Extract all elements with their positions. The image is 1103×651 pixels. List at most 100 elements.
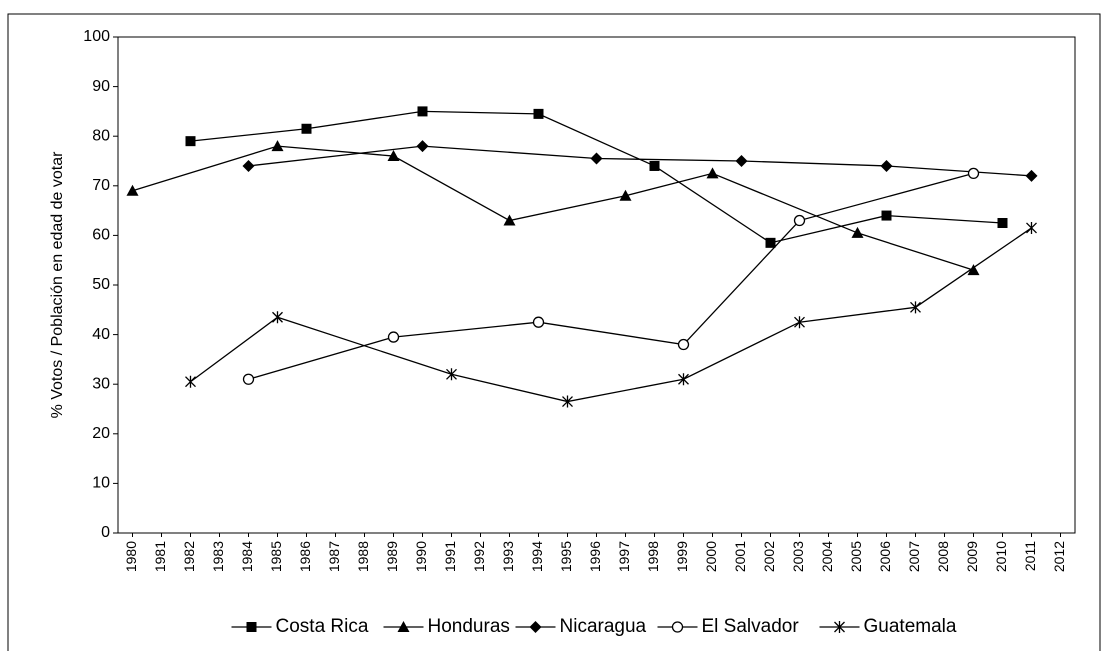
marker (503, 214, 516, 226)
marker (397, 621, 410, 632)
x-tick-label: 2002 (761, 541, 777, 572)
y-axis-label: % Votos / Población en edad de votar (49, 151, 66, 419)
marker (997, 218, 1008, 228)
marker (242, 159, 255, 172)
legend-item: El Salvador (657, 616, 800, 637)
marker (271, 140, 284, 152)
legend-label: Guatemala (864, 616, 957, 637)
x-tick-label: 1983 (210, 541, 226, 572)
marker (910, 301, 921, 314)
marker (417, 106, 428, 117)
y-tick-label: 60 (92, 227, 110, 244)
x-tick-label: 1981 (152, 541, 168, 572)
x-tick-label: 2008 (935, 541, 951, 572)
marker (881, 210, 892, 221)
x-tick-label: 1982 (181, 541, 197, 572)
series (185, 106, 1008, 248)
y-tick-label: 30 (92, 375, 110, 392)
marker (967, 167, 980, 180)
y-tick-label: 40 (92, 326, 110, 343)
marker (126, 184, 139, 196)
chart-frame (7, 13, 1101, 651)
series (242, 167, 980, 385)
x-tick-label: 1989 (384, 541, 400, 572)
legend-label: El Salvador (702, 616, 800, 637)
marker (735, 155, 748, 167)
x-tick-label: 1985 (268, 541, 284, 572)
x-tick-label: 2001 (732, 541, 748, 572)
y-tick-label: 50 (92, 276, 110, 293)
marker (272, 311, 283, 324)
y-tick-label: 0 (101, 524, 110, 541)
marker (880, 159, 893, 172)
x-tick-label: 1997 (616, 541, 632, 572)
x-tick-label: 2009 (964, 541, 980, 572)
marker (185, 136, 196, 147)
x-tick-label: 1992 (471, 541, 487, 572)
marker (532, 316, 545, 328)
x-tick-label: 1998 (645, 541, 661, 572)
x-tick-label: 2010 (993, 541, 1009, 572)
marker (446, 368, 457, 381)
marker (246, 622, 257, 632)
marker (851, 226, 864, 238)
legend-label: Honduras (428, 616, 510, 637)
series-line (132, 145, 974, 271)
x-tick-label: 2012 (1051, 541, 1067, 572)
marker (590, 152, 603, 165)
x-tick-label: 1980 (123, 541, 139, 572)
marker (387, 150, 400, 162)
x-tick-label: 2005 (848, 541, 864, 572)
x-tick-label: 1987 (326, 541, 342, 572)
x-tick-label: 1999 (674, 541, 690, 572)
y-tick-label: 70 (92, 177, 110, 194)
legend-item: Costa Rica (231, 616, 369, 637)
marker (1025, 169, 1038, 182)
x-tick-label: 2006 (877, 541, 893, 572)
x-tick-label: 1994 (529, 541, 545, 572)
marker (533, 108, 544, 119)
legend-item: Honduras (383, 616, 510, 637)
marker (649, 160, 660, 171)
x-tick-label: 2004 (819, 541, 835, 572)
marker (677, 338, 690, 351)
x-tick-label: 1995 (558, 541, 574, 572)
marker (671, 621, 684, 633)
y-tick-label: 80 (92, 127, 110, 144)
series (242, 140, 1038, 182)
marker (242, 373, 255, 385)
series-line (248, 172, 974, 380)
marker (706, 167, 719, 179)
y-tick-label: 10 (92, 475, 110, 492)
x-tick-label: 1991 (442, 541, 458, 572)
x-tick-label: 2003 (790, 541, 806, 572)
x-tick-label: 1986 (297, 541, 313, 572)
marker (416, 140, 429, 153)
marker (619, 189, 632, 201)
x-tick-label: 2011 (1022, 541, 1038, 571)
marker (967, 264, 980, 276)
marker (765, 237, 776, 248)
series-line (190, 227, 1032, 403)
marker (793, 214, 806, 227)
x-tick-label: 1993 (500, 541, 516, 572)
x-tick-label: 1990 (413, 541, 429, 572)
y-tick-label: 90 (92, 78, 110, 95)
marker (794, 316, 805, 329)
marker (301, 123, 312, 134)
marker (185, 375, 196, 388)
marker (678, 373, 689, 386)
y-tick-label: 20 (92, 425, 110, 442)
marker (1026, 221, 1037, 234)
y-tick-label: 100 (83, 28, 110, 45)
marker (529, 621, 542, 633)
x-tick-label: 1996 (587, 541, 603, 572)
marker (562, 395, 573, 408)
x-tick-label: 2007 (906, 541, 922, 572)
series (185, 221, 1037, 408)
legend-label: Costa Rica (276, 616, 369, 637)
legend-item: Guatemala (819, 616, 957, 637)
marker (834, 621, 845, 633)
